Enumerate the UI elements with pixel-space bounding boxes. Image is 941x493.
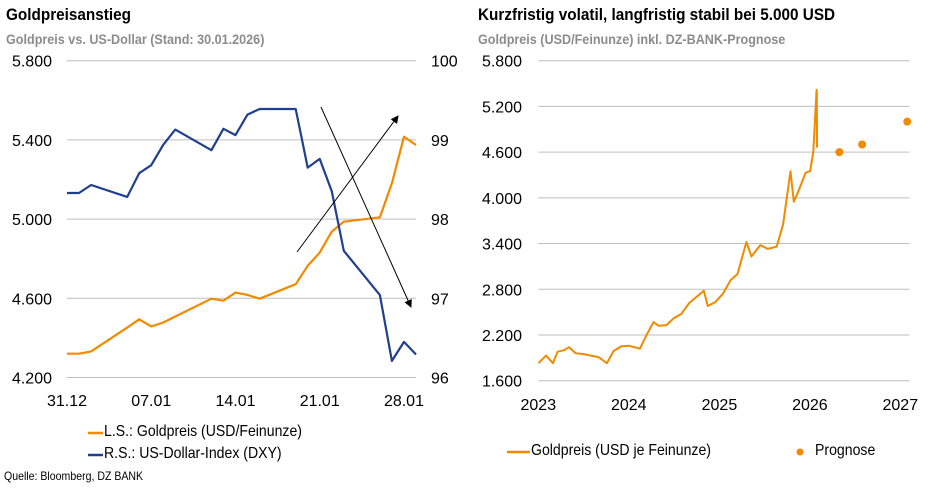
y-tick-label: 5.800 [482, 54, 522, 71]
x-tick-label: 2026 [792, 397, 828, 414]
y-left-tick-label: 5.000 [12, 212, 52, 229]
left-chart-title: Goldpreisanstieg [6, 5, 131, 24]
y-right-tick-label: 96 [431, 371, 449, 388]
left-chart-subtitle: Goldpreis vs. US-Dollar (Stand: 30.01.20… [6, 31, 265, 47]
x-tick-label: 2024 [611, 397, 647, 414]
legend-label-prognose: Prognose [815, 442, 876, 459]
legend-label-dxy: R.S.: US-Dollar-Index (DXY) [104, 445, 282, 462]
dollar-index-line [67, 107, 417, 362]
y-right-tick-label: 99 [431, 133, 449, 150]
y-tick-label: 5.200 [482, 99, 522, 116]
y-tick-label: 2.800 [482, 282, 522, 299]
arrow-up-annotation [296, 115, 399, 253]
left-legend-swatches [88, 431, 804, 457]
right-chart: 1.600 2.200 2.800 3.400 4.000 4.600 5.200 5.800… [482, 54, 918, 414]
x-tick-label: 07.01 [131, 393, 171, 410]
source-note: Quelle: Bloomberg, DZ BANK [4, 469, 144, 483]
y-left-tick-label: 4.600 [12, 291, 52, 308]
legend-label-gold: L.S.: Goldpreis (USD/Feinunze) [104, 423, 302, 440]
y-tick-label: 3.400 [482, 237, 522, 254]
x-tick-label: 14.01 [215, 393, 255, 410]
right-chart-title: Kurzfristig volatil, langfristig stabil … [478, 5, 836, 24]
forecast-point [835, 148, 844, 157]
y-right-tick-label: 98 [431, 212, 449, 229]
y-left-tick-label: 5.400 [12, 133, 52, 150]
left-chart: 4.200 4.600 5.000 5.400 5.800 96 97 98 99 100 31.1… [12, 54, 458, 410]
x-tick-label: 21.01 [300, 393, 340, 410]
y-tick-label: 2.200 [482, 328, 522, 345]
y-tick-label: 4.600 [482, 145, 522, 162]
legend-label-gold-right: Goldpreis (USD je Feinunze) [531, 442, 711, 459]
legend-marker-prognose [796, 448, 804, 456]
y-right-tick-label: 97 [431, 291, 449, 308]
forecast-point [858, 140, 867, 149]
y-left-tick-label: 4.200 [12, 371, 52, 388]
y-tick-label: 4.000 [482, 191, 522, 208]
forecast-point [903, 117, 912, 126]
x-tick-label: 2025 [702, 397, 738, 414]
arrow-down-annotation [320, 106, 412, 308]
x-tick-label: 2023 [521, 397, 557, 414]
gold-price-line [537, 88, 818, 365]
x-tick-label: 28.01 [384, 393, 424, 410]
y-tick-label: 1.600 [482, 374, 522, 391]
gold-price-line [67, 135, 417, 355]
y-right-tick-label: 100 [431, 54, 458, 71]
x-tick-label: 31.12 [47, 393, 87, 410]
right-chart-subtitle: Goldpreis (USD/Feinunze) inkl. DZ-BANK-P… [478, 31, 786, 47]
x-tick-label: 2027 [883, 397, 919, 414]
y-left-tick-label: 5.800 [12, 54, 52, 71]
